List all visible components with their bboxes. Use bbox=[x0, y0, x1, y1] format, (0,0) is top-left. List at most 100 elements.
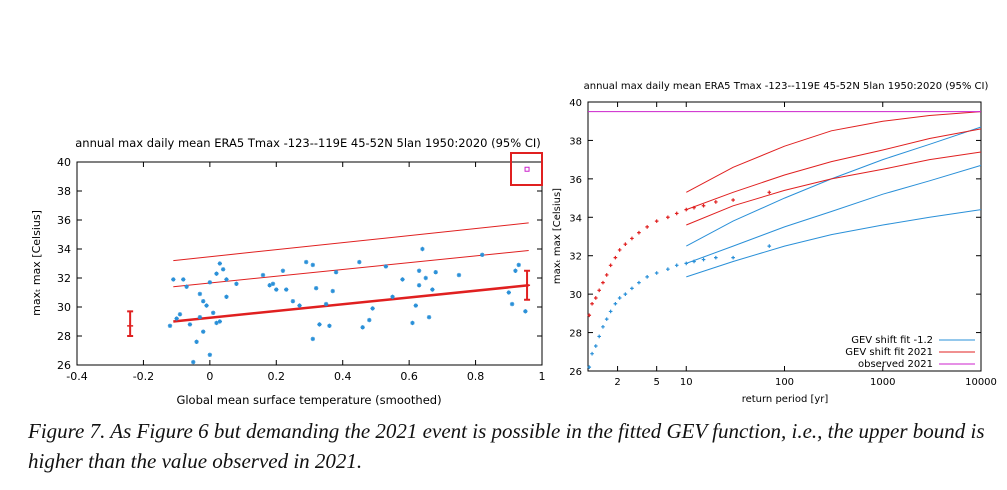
x-tick-label: 0.2 bbox=[268, 370, 286, 383]
right-chart-xlabel: return period [yr] bbox=[742, 394, 829, 405]
left-chart-title: annual max daily mean ERA5 Tmax -123--11… bbox=[75, 136, 540, 150]
fit-line-central bbox=[173, 284, 529, 323]
data-point bbox=[217, 319, 223, 324]
return-level-point bbox=[613, 301, 618, 306]
return-level-point bbox=[701, 203, 706, 208]
data-point bbox=[187, 322, 193, 327]
return-level-point bbox=[623, 242, 628, 246]
data-point bbox=[274, 287, 279, 292]
right-chart-marks: 2 5 10 100 1000 10000 26 28 30 32 34 36 38 40 bbox=[569, 98, 997, 388]
x-tick-label: 1000 bbox=[870, 377, 895, 388]
return-level-point bbox=[597, 288, 601, 293]
fit-line-upper bbox=[173, 222, 529, 262]
legend-label-blue: GEV shift fit -1.2 bbox=[851, 335, 933, 346]
return-level-point bbox=[630, 236, 634, 241]
data-point bbox=[390, 294, 395, 300]
error-bar-center bbox=[127, 322, 134, 329]
data-point bbox=[420, 246, 425, 252]
data-point bbox=[310, 336, 316, 342]
y-tick-label: 28 bbox=[57, 330, 71, 343]
y-tick-label: 30 bbox=[569, 290, 582, 301]
x-tick-label: -0.4 bbox=[66, 370, 87, 383]
data-point bbox=[207, 352, 213, 358]
data-point bbox=[204, 303, 209, 308]
data-point bbox=[224, 277, 229, 282]
data-point bbox=[181, 277, 186, 282]
return-level-point bbox=[601, 325, 605, 329]
return-level-point bbox=[601, 280, 605, 285]
x-tick-label: 1 bbox=[539, 370, 546, 383]
data-point bbox=[177, 312, 183, 317]
return-level-point bbox=[714, 255, 718, 260]
y-tick-label: 32 bbox=[569, 252, 582, 263]
return-level-point bbox=[666, 267, 670, 271]
return-level-point bbox=[731, 198, 735, 202]
return-level-point bbox=[637, 230, 641, 235]
left-chart-ylabel: maxₜ max [Celsius] bbox=[30, 210, 43, 316]
return-level-point bbox=[731, 255, 735, 260]
return-level-fit bbox=[686, 164, 982, 264]
data-point bbox=[513, 268, 518, 273]
data-point bbox=[426, 314, 432, 320]
return-level-point bbox=[714, 200, 718, 204]
return-level-point bbox=[597, 334, 601, 339]
data-point bbox=[416, 268, 422, 273]
data-point bbox=[370, 306, 375, 311]
return-level-point bbox=[587, 365, 592, 369]
y-tick-label: 34 bbox=[569, 213, 582, 224]
data-point bbox=[267, 283, 272, 288]
data-point bbox=[270, 281, 276, 286]
right-chart-title: annual max daily mean ERA5 Tmax -123--11… bbox=[584, 81, 989, 92]
y-tick-label: 26 bbox=[57, 359, 71, 372]
return-level-point bbox=[617, 296, 622, 300]
x-tick-label: 10 bbox=[680, 377, 693, 388]
data-point bbox=[214, 271, 219, 276]
return-level-point bbox=[666, 215, 670, 220]
return-level-point bbox=[590, 301, 594, 306]
x-tick-label: 2 bbox=[614, 377, 620, 388]
y-tick-label: 38 bbox=[57, 185, 71, 198]
figure-caption: Figure 7. As Figure 6 but demanding the … bbox=[28, 419, 985, 473]
x-tick-label: -0.2 bbox=[133, 370, 154, 383]
return-level-point bbox=[701, 257, 706, 262]
data-point bbox=[313, 285, 319, 291]
data-point bbox=[191, 359, 196, 365]
y-tick-label: 36 bbox=[57, 214, 71, 227]
data-point bbox=[297, 303, 302, 308]
return-level-point bbox=[604, 317, 609, 321]
data-point bbox=[333, 270, 339, 275]
y-tick-label: 32 bbox=[57, 272, 71, 285]
return-level-point bbox=[674, 263, 679, 268]
data-point bbox=[280, 268, 286, 273]
data-point bbox=[433, 270, 438, 275]
x-tick-label: 5 bbox=[653, 377, 659, 388]
return-level-point bbox=[587, 313, 592, 318]
return-level-point bbox=[645, 275, 649, 279]
data-point bbox=[400, 277, 405, 282]
data-point bbox=[317, 322, 322, 327]
return-level-point bbox=[674, 211, 679, 216]
data-point bbox=[430, 287, 435, 292]
data-point bbox=[410, 320, 415, 326]
y-tick-label: 36 bbox=[569, 175, 582, 186]
data-point bbox=[220, 267, 226, 272]
return-level-point bbox=[623, 292, 628, 296]
return-level-point bbox=[608, 309, 613, 314]
data-point bbox=[360, 325, 365, 330]
return-level-point bbox=[613, 255, 618, 260]
return-level-point bbox=[637, 280, 641, 285]
data-point bbox=[284, 287, 289, 292]
data-point bbox=[197, 291, 203, 297]
legend-label-magenta: observed 2021 bbox=[858, 359, 933, 370]
data-point bbox=[367, 317, 372, 323]
return-level-point bbox=[692, 259, 696, 264]
return-level-point bbox=[684, 207, 689, 212]
right-chart: annual max daily mean ERA5 Tmax -123--11… bbox=[552, 81, 997, 405]
left-chart-xlabel: Global mean surface temperature (smoothe… bbox=[176, 393, 441, 407]
return-level-point bbox=[654, 219, 659, 223]
y-tick-label: 38 bbox=[569, 136, 582, 147]
highlight-box bbox=[510, 152, 543, 186]
data-point bbox=[480, 252, 485, 257]
return-level-point bbox=[692, 205, 696, 210]
data-point bbox=[207, 280, 213, 285]
